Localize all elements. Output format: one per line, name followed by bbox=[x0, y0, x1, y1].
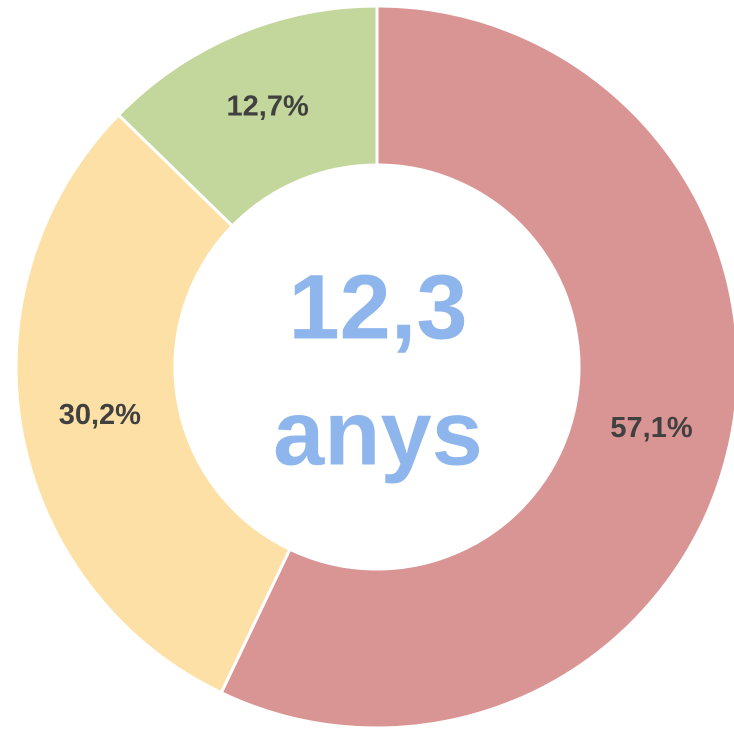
donut-slice bbox=[116, 4, 379, 229]
data-label: 30,2% bbox=[59, 399, 141, 431]
center-value: 12,3 bbox=[288, 256, 467, 358]
donut-slice bbox=[219, 4, 734, 729]
data-label: 57,1% bbox=[610, 412, 692, 444]
donut-slice bbox=[14, 112, 292, 695]
center-unit: anys bbox=[273, 382, 483, 484]
data-label: 12,7% bbox=[227, 90, 309, 122]
